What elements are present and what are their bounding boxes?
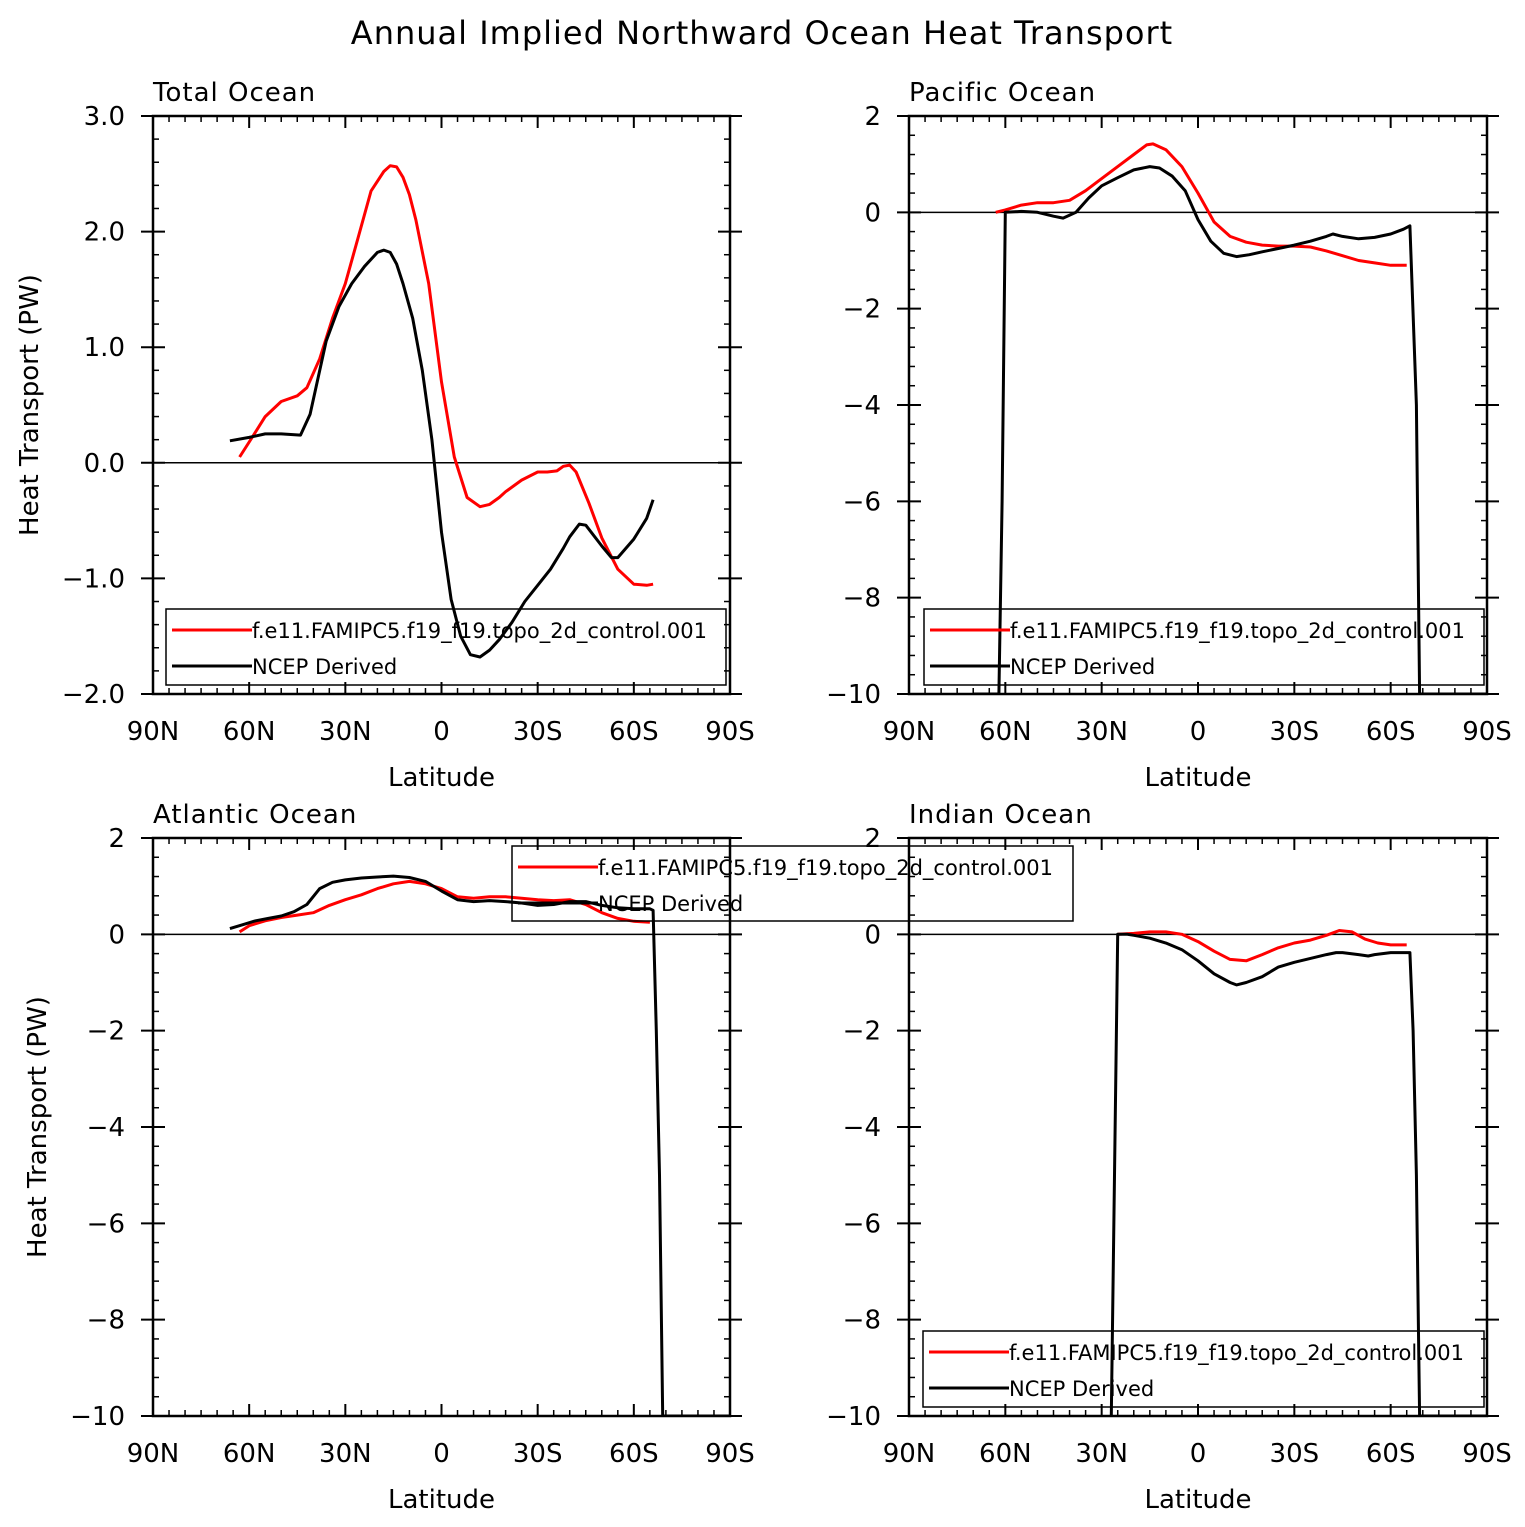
y-tick-label: 1.0 [84,333,125,363]
x-tick-label: 0 [1190,717,1207,747]
x-tick-label: 0 [1190,1439,1207,1469]
legend: f.e11.FAMIPC5.f19_f19.topo_2d_control.00… [165,608,727,686]
legend-label: NCEP Derived [1009,1377,1154,1401]
y-tick-label: 0 [864,198,881,228]
x-tick-label: 60S [609,1439,659,1469]
figure-title: Annual Implied Northward Ocean Heat Tran… [351,14,1173,52]
y-axis-label: Heat Transport (PW) [15,274,45,536]
x-tick-label: 30N [1075,1439,1128,1469]
x-axis-label: Latitude [1144,763,1251,793]
plot-frame [907,114,1489,696]
x-tick-label: 0 [433,717,450,747]
y-tick-label: 2 [864,102,881,132]
y-tick-label: −10 [826,680,881,710]
x-tick-label: 30N [1075,717,1128,747]
y-tick-label: −2 [843,1017,881,1047]
chart-panel-3: Indian Ocean 90N 60N 30N 0 30S 60S 90S −10 −8 −6 −4… [826,800,1512,1515]
y-axis-label: Heat Transport (PW) [23,996,53,1258]
x-tick-label: 90N [883,717,936,747]
chart-panel-2: Atlantic Ocean 90N 60N 30N 0 30S 60S 90S −10 −8 −6… [23,800,1074,1515]
y-tick-label: −4 [87,1113,125,1143]
x-tick-label: 30S [513,717,563,747]
x-tick-label: 60N [979,717,1032,747]
y-tick-label: 2 [108,824,125,854]
y-tick-label: −10 [70,1402,125,1432]
legend: f.e11.FAMIPC5.f19_f19.topo_2d_control.00… [922,1330,1485,1408]
y-tick-label: −6 [843,1209,881,1239]
panel-title: Atlantic Ocean [153,800,357,830]
legend-label: NCEP Derived [598,892,743,916]
x-tick-label: 90N [127,717,180,747]
y-tick-label: 0.0 [84,449,125,479]
y-tick-label: −10 [826,1402,881,1432]
panels: Total Ocean 90N 60N 30N 0 30S 60S 90S −2.0 −1.0 0.… [15,78,1512,1515]
model-series-line [1117,929,1407,963]
legend-label: f.e11.FAMIPC5.f19_f19.topo_2d_control.00… [1010,619,1465,644]
x-tick-label: 90S [705,717,755,747]
y-tick-label: 3.0 [84,102,125,132]
x-tick-label: 90S [1462,717,1512,747]
legend-box [923,608,1485,686]
x-tick-label: 60S [1366,717,1416,747]
x-tick-label: 30S [513,1439,563,1469]
ncep-series-line [229,874,730,1417]
legend-label: NCEP Derived [1010,655,1155,679]
legend: f.e11.FAMIPC5.f19_f19.topo_2d_control.00… [511,845,1074,922]
x-tick-label: 90S [705,1439,755,1469]
legend-box [922,1330,1485,1408]
legend-label: f.e11.FAMIPC5.f19_f19.topo_2d_control.00… [252,619,707,644]
x-tick-label: 90N [883,1439,936,1469]
chart-panel-1: Pacific Ocean 90N 60N 30N 0 30S 60S 90S −10 −8 −6 −… [826,78,1512,793]
x-tick-label: 60N [979,1439,1032,1469]
legend-box [165,608,727,686]
x-axis-label: Latitude [388,763,495,793]
x-tick-label: 60N [223,1439,276,1469]
legend-label: f.e11.FAMIPC5.f19_f19.topo_2d_control.00… [1009,1341,1464,1366]
model-series-line [995,142,1407,267]
plot-frame [151,836,732,1418]
x-tick-label: 0 [433,1439,450,1469]
y-tick-label: −6 [87,1209,125,1239]
panel-title: Pacific Ocean [909,78,1096,108]
y-tick-label: −4 [843,391,881,421]
legend-label: NCEP Derived [252,655,397,679]
chart-panel-0: Total Ocean 90N 60N 30N 0 30S 60S 90S −2.0 −1.0 0.… [15,78,755,793]
y-tick-label: 2.0 [84,218,125,248]
x-tick-label: 60S [609,717,659,747]
x-tick-label: 30N [319,717,372,747]
x-tick-label: 30S [1270,1439,1320,1469]
y-tick-label: −2 [87,1017,125,1047]
y-tick-label: −4 [843,1113,881,1143]
panel-title: Total Ocean [152,78,316,108]
x-tick-label: 30N [319,1439,372,1469]
legend-box [511,845,1074,922]
x-tick-label: 90N [127,1439,180,1469]
y-tick-label: −1.0 [62,564,125,594]
ncep-series-line [973,165,1487,695]
y-tick-label: −8 [843,584,881,614]
x-axis-label: Latitude [388,1485,495,1515]
y-tick-label: 0 [864,920,881,950]
x-tick-label: 60N [223,717,276,747]
legend-label: f.e11.FAMIPC5.f19_f19.topo_2d_control.00… [598,856,1053,881]
x-tick-label: 90S [1462,1439,1512,1469]
x-tick-label: 60S [1366,1439,1416,1469]
y-tick-label: −2.0 [62,680,125,710]
panel-title: Indian Ocean [909,800,1093,830]
y-tick-label: −2 [843,295,881,325]
y-tick-label: −8 [843,1306,881,1336]
y-tick-label: −8 [87,1306,125,1336]
ncep-series-line [1109,932,1487,1417]
x-tick-label: 30S [1270,717,1320,747]
plot-frame [151,114,732,696]
ncep-series-line [229,248,655,659]
model-series-line [238,164,654,587]
plot-frame [907,836,1489,1418]
x-axis-label: Latitude [1144,1485,1251,1515]
y-tick-label: 0 [108,920,125,950]
y-tick-label: −6 [843,487,881,517]
y-tick-label: 2 [864,824,881,854]
legend: f.e11.FAMIPC5.f19_f19.topo_2d_control.00… [923,608,1485,686]
